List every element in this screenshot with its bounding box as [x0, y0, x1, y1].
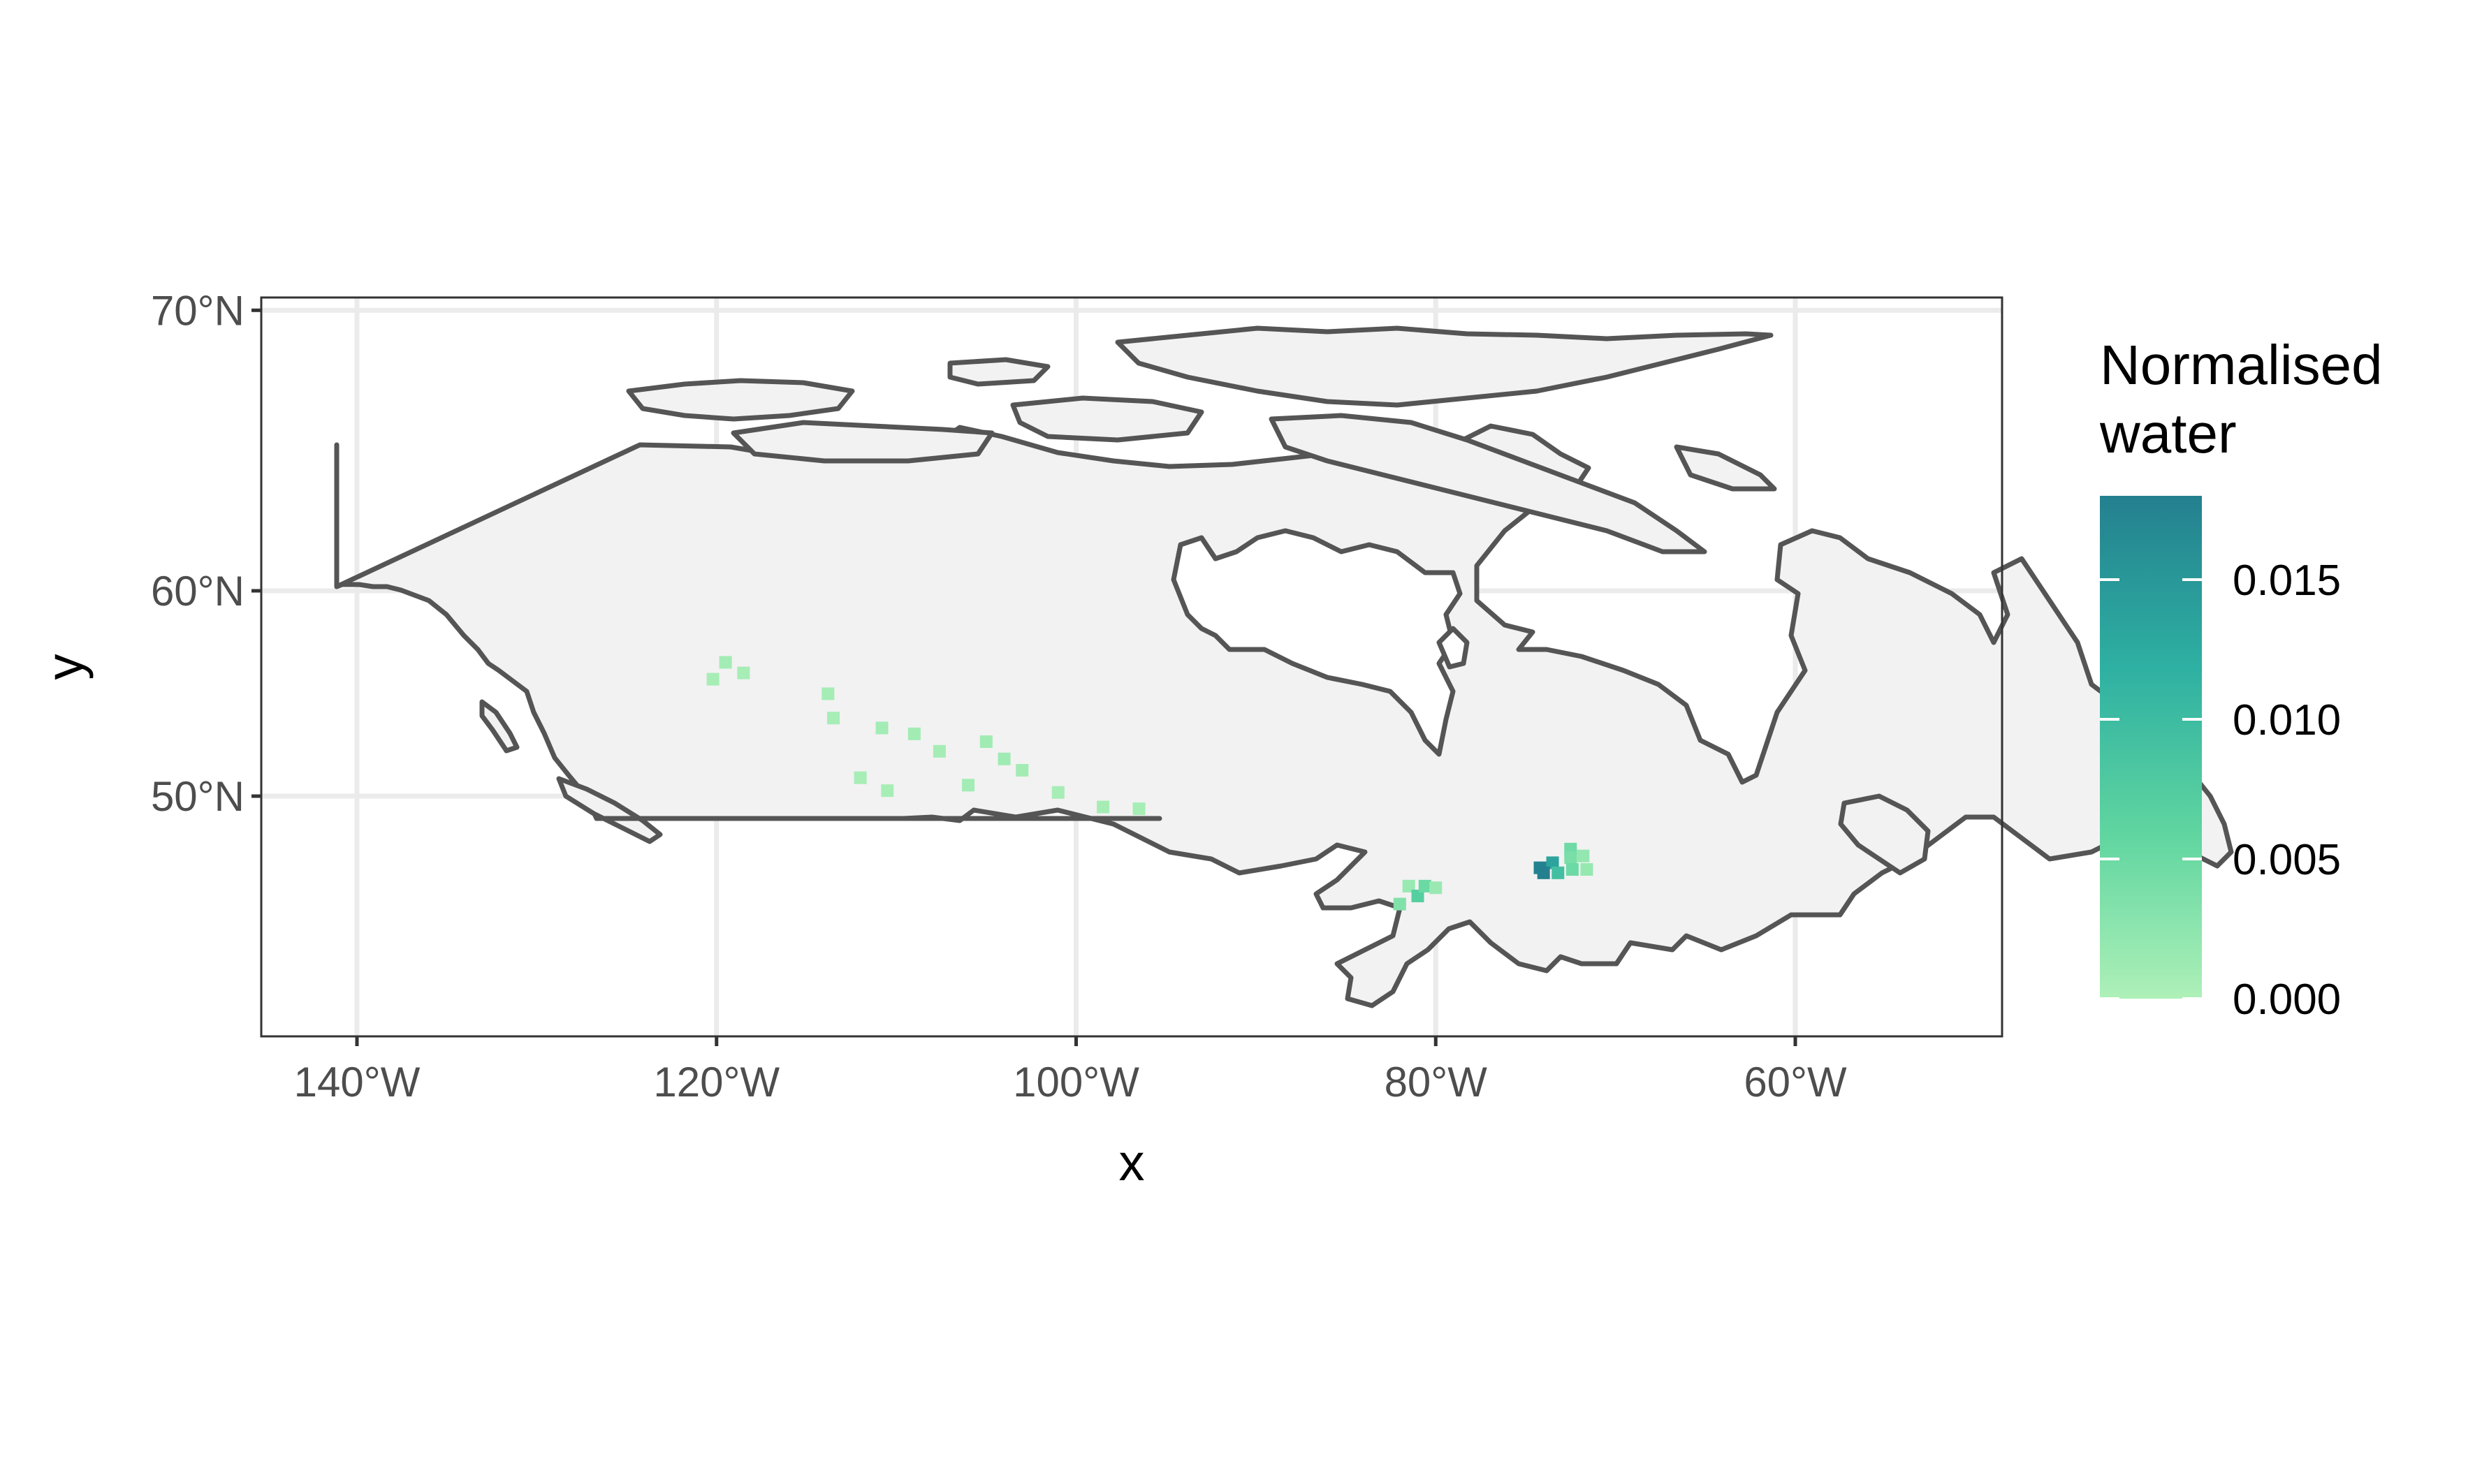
raster-cell: [1097, 800, 1110, 814]
raster-cell: [1564, 851, 1577, 865]
x-tick-label: 100°W: [1013, 1059, 1139, 1105]
raster-cell: [1577, 849, 1590, 862]
raster-cell: [881, 784, 894, 798]
raster-cell: [875, 721, 889, 735]
legend-tick-label: 0.015: [2233, 557, 2341, 605]
y-tick-label: 70°N: [151, 287, 244, 334]
legend-tick-label: 0.010: [2233, 696, 2341, 744]
raster-cell: [737, 666, 750, 679]
legend-title-line1: Normalised: [2100, 334, 2383, 396]
x-tick-label: 120°W: [653, 1059, 780, 1105]
raster-cell: [1051, 786, 1065, 799]
water-raster: [706, 656, 1593, 911]
raster-cell: [1132, 802, 1146, 816]
newfoundland: [1838, 793, 1931, 876]
y-tick-label: 50°N: [151, 773, 244, 820]
x-axis: 140°W 120°W 100°W 80°W 60°W: [294, 1036, 1847, 1105]
legend-title-line2: water: [2099, 402, 2237, 464]
raster-cell: [1411, 889, 1424, 902]
map-panel: [260, 296, 2234, 1038]
raster-cell: [827, 712, 840, 725]
haida-gwaii: [479, 699, 520, 754]
raster-cell: [1016, 763, 1029, 777]
y-axis-title: y: [36, 654, 94, 680]
raster-cell: [1393, 897, 1406, 911]
raster-cell: [998, 752, 1011, 765]
x-tick-label: 140°W: [294, 1059, 421, 1105]
vancouver-island: [556, 776, 663, 844]
raster-cell: [1580, 863, 1593, 876]
x-tick-label: 60°W: [1744, 1059, 1847, 1105]
legend-tick-label: 0.000: [2233, 976, 2341, 1024]
x-tick-label: 80°W: [1385, 1059, 1488, 1105]
legend-colorbar: [2100, 496, 2202, 999]
raster-cell: [719, 656, 732, 669]
arctic-island-1: [1115, 325, 1774, 408]
panel-border: [260, 296, 2003, 1038]
raster-cell: [822, 687, 835, 700]
raster-cell: [1402, 879, 1415, 892]
legend-tick-label: 0.005: [2233, 836, 2341, 884]
arctic-island-4: [1010, 395, 1204, 443]
raster-cell: [1546, 856, 1559, 869]
raster-cell: [1552, 866, 1565, 879]
raster-cell: [854, 771, 867, 784]
raster-cell: [706, 673, 720, 686]
canada-outline: [334, 325, 2234, 1008]
arctic-island-3: [731, 420, 995, 464]
arctic-island-5: [1269, 413, 1707, 554]
raster-cell: [907, 727, 921, 740]
legend-ticks: 0.000 0.005 0.010 0.015: [2100, 557, 2341, 1024]
arctic-island-2: [626, 378, 855, 422]
raster-cell: [933, 744, 946, 758]
raster-cell: [1429, 881, 1443, 895]
raster-cell: [962, 779, 975, 792]
raster-cell: [979, 735, 993, 749]
x-axis-title: x: [1119, 1133, 1145, 1191]
y-axis: 80°N70°N60°N50°N: [151, 287, 261, 820]
y-tick-label: 60°N: [151, 568, 244, 615]
legend: Normalised water 0.000 0.005 0.010 0.015: [2099, 334, 2383, 1024]
arctic-island-6: [1674, 444, 1777, 492]
raster-cell: [1565, 863, 1579, 876]
raster-cell: [1418, 879, 1431, 892]
lake: [1436, 626, 1470, 670]
arctic-island-7: [947, 357, 1051, 387]
raster-cell: [1537, 866, 1550, 879]
